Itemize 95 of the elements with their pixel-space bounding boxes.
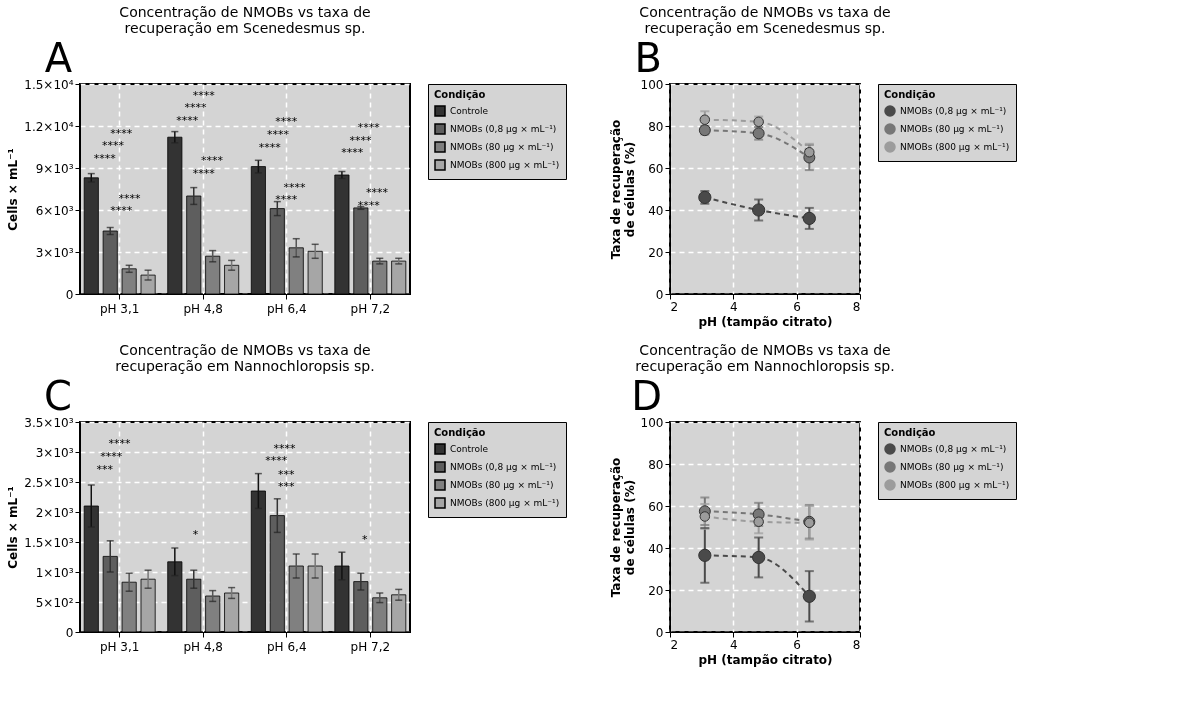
annotation: **** <box>265 454 288 468</box>
annotation: **** <box>283 180 306 194</box>
annotation: **** <box>357 121 381 134</box>
legend-label: NMOBs (800 µg × mL⁻¹) <box>900 142 1010 152</box>
x-tick-label: 4 <box>730 299 738 314</box>
y-tick-label: 80 <box>648 457 664 472</box>
x-tick-label: pH 6,4 <box>267 639 307 654</box>
annotation: *** <box>278 467 295 481</box>
annotation: **** <box>258 140 282 154</box>
x-tick-label: pH 3,1 <box>99 639 140 654</box>
annotation: **** <box>267 128 290 141</box>
x-tick-label: pH 4,8 <box>183 639 223 654</box>
annotation: **** <box>176 114 199 127</box>
annotation: **** <box>201 153 224 167</box>
legend-title: Condição <box>884 427 936 438</box>
x-tick-label: 2 <box>670 637 679 652</box>
annotation: **** <box>357 198 381 212</box>
y-axis-title: Taxa de recuperação de células (%) <box>608 119 637 260</box>
annotation: **** <box>93 151 117 165</box>
x-tick-label: pH 3,1 <box>99 301 140 316</box>
y-tick-label: 20 <box>648 583 664 598</box>
annotation: *** <box>278 480 295 494</box>
legend-label: NMOBs (0,8 µg × mL⁻¹) <box>900 106 1007 116</box>
legend-label: NMOBs (0,8 µg × mL⁻¹) <box>450 462 557 472</box>
x-tick-label: 8 <box>852 637 861 652</box>
y-tick-label: 0 <box>655 625 664 640</box>
x-tick-label: 2 <box>670 299 679 314</box>
annotation: **** <box>108 437 132 451</box>
legend-label: NMOBs (0,8 µg × mL⁻¹) <box>900 444 1007 454</box>
y-tick-label: 1.5×10³ <box>24 535 74 550</box>
y-tick-label: 2×10³ <box>35 505 74 520</box>
annotation: **** <box>100 449 123 463</box>
chart-title: Concentração de NMOBs vs taxa de recuperação em Nannochloropsis sp. <box>115 342 375 374</box>
x-tick-label: 8 <box>852 299 861 314</box>
y-tick-label: 0 <box>65 625 74 640</box>
annotation: **** <box>273 441 297 455</box>
legend-title: Condição <box>434 427 486 438</box>
x-axis-title: pH (tampão citrato) <box>698 314 833 329</box>
legend-label: NMOBs (800 µg × mL⁻¹) <box>900 480 1010 490</box>
x-tick-label: pH 7,2 <box>350 639 391 654</box>
y-tick-label: 2.5×10³ <box>24 475 74 490</box>
legend-label: NMOBs (0,8 µg × mL⁻¹) <box>450 124 557 134</box>
y-tick-label: 9×10³ <box>35 161 74 176</box>
annotation: **** <box>102 139 125 153</box>
x-tick-label: 6 <box>793 637 801 652</box>
annotation: **** <box>366 186 389 200</box>
legend-label: NMOBs (80 µg × mL⁻¹) <box>450 142 554 152</box>
annotation: **** <box>275 193 298 207</box>
annotation: **** <box>184 101 207 115</box>
y-tick-label: 0 <box>65 287 74 302</box>
y-tick-label: 60 <box>648 499 664 514</box>
legend-label: NMOBs (80 µg × mL⁻¹) <box>900 462 1004 472</box>
y-tick-label: 1×10³ <box>35 565 74 580</box>
legend-label: Controle <box>450 106 489 116</box>
y-tick-label: 1.2×10⁴ <box>24 119 74 134</box>
chart-title: Concentração de NMOBs vs taxa de recuperação em Scenedesmus sp. <box>119 4 371 36</box>
legend-title: Condição <box>434 89 486 100</box>
y-tick-label: 40 <box>648 203 664 218</box>
legend-title: Condição <box>884 89 936 100</box>
y-tick-label: 5×10² <box>35 595 74 610</box>
legend-label: NMOBs (800 µg × mL⁻¹) <box>450 498 560 508</box>
x-tick-label: 4 <box>730 637 738 652</box>
y-axis-title: Taxa de recuperação de células (%) <box>608 457 637 598</box>
y-tick-label: 60 <box>648 161 664 176</box>
annotation: **** <box>118 191 141 205</box>
annotation: **** <box>110 204 133 218</box>
x-tick-label: pH 6,4 <box>267 301 307 316</box>
y-tick-label: 0 <box>655 287 664 302</box>
annotation: **** <box>110 126 133 140</box>
y-axis-title: Cells × mL⁻¹ <box>6 486 21 569</box>
legend-label: Controle <box>450 444 489 454</box>
y-tick-label: 3×10³ <box>35 245 74 260</box>
legend-label: NMOBs (80 µg × mL⁻¹) <box>900 124 1004 134</box>
y-tick-label: 6×10³ <box>35 203 74 218</box>
y-axis-title: Cells × mL⁻¹ <box>6 148 21 231</box>
y-tick-label: 40 <box>648 541 664 556</box>
y-tick-label: 80 <box>648 119 664 134</box>
annotation: * <box>192 527 199 541</box>
x-tick-label: pH 4,8 <box>183 301 223 316</box>
x-axis-title: pH (tampão citrato) <box>698 652 833 667</box>
annotation: * <box>361 532 368 546</box>
annotation: **** <box>192 166 216 180</box>
annotation: **** <box>349 133 372 147</box>
annotation: *** <box>96 462 114 476</box>
chart-title: Concentração de NMOBs vs taxa de recuperação em Nannochloropsis sp. <box>635 342 895 374</box>
y-tick-label: 3×10³ <box>35 445 74 460</box>
annotation: **** <box>275 115 298 129</box>
annotation: **** <box>192 88 216 102</box>
legend-label: NMOBs (80 µg × mL⁻¹) <box>450 480 554 490</box>
y-tick-label: 20 <box>648 245 664 260</box>
x-tick-label: 6 <box>793 299 801 314</box>
chart-title: Concentração de NMOBs vs taxa de recuperação em Scenedesmus sp. <box>639 4 891 36</box>
legend-label: NMOBs (800 µg × mL⁻¹) <box>450 160 560 170</box>
annotation: **** <box>341 146 364 160</box>
x-tick-label: pH 7,2 <box>350 301 391 316</box>
